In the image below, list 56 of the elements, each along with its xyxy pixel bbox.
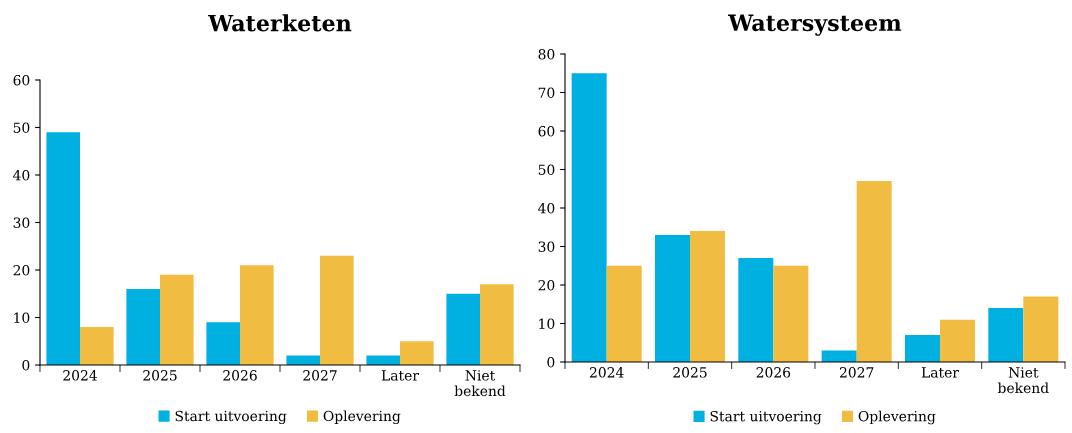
bar bbox=[446, 293, 480, 365]
legend-label: Oplevering bbox=[858, 410, 936, 425]
x-tick-label: Niet bekend bbox=[454, 370, 506, 397]
bar bbox=[206, 322, 240, 365]
bar bbox=[46, 132, 80, 365]
y-tick-label: 10 bbox=[14, 312, 30, 323]
bar bbox=[988, 308, 1024, 362]
y-tick-label: 30 bbox=[13, 217, 30, 228]
y-tick-label: 30 bbox=[538, 241, 555, 252]
bar bbox=[571, 73, 607, 362]
x-tick-label: 2027 bbox=[303, 370, 337, 381]
y-tick-label: 50 bbox=[538, 164, 555, 175]
bar bbox=[606, 265, 642, 362]
x-tick-label: Later bbox=[381, 370, 419, 381]
x-tick-label: Later bbox=[921, 367, 959, 378]
legend-label: Start uitvoering bbox=[175, 410, 287, 425]
y-tick-label: 20 bbox=[13, 264, 30, 276]
y-tick-label: 70 bbox=[538, 87, 555, 98]
bar bbox=[655, 234, 690, 362]
bar bbox=[821, 350, 857, 362]
bar bbox=[738, 258, 774, 362]
bar bbox=[773, 265, 809, 362]
chart-title: Watersysteem bbox=[728, 14, 902, 36]
bar bbox=[126, 289, 160, 365]
bar bbox=[690, 231, 725, 362]
chart-title: Waterketen bbox=[208, 14, 352, 32]
bar bbox=[400, 341, 434, 365]
x-tick-label: 2024 bbox=[63, 370, 97, 381]
y-tick-label: 10 bbox=[539, 318, 555, 329]
x-tick-label: 2026 bbox=[756, 367, 791, 378]
bar bbox=[80, 327, 114, 365]
legend-label: Start uitvoering bbox=[710, 410, 822, 425]
legend-label: Oplevering bbox=[323, 410, 401, 425]
bar bbox=[480, 284, 514, 365]
y-tick-label: 0 bbox=[547, 356, 555, 368]
x-tick-label: 2024 bbox=[589, 367, 624, 378]
y-tick-label: 60 bbox=[13, 74, 30, 86]
bar bbox=[320, 255, 354, 365]
bar bbox=[905, 335, 940, 362]
bar bbox=[160, 274, 194, 365]
x-tick-label: 2025 bbox=[673, 367, 707, 378]
x-tick-label: Niet bekend bbox=[997, 367, 1049, 394]
y-tick-label: 60 bbox=[538, 125, 555, 137]
y-tick-label: 80 bbox=[538, 48, 555, 60]
bar bbox=[240, 265, 274, 365]
bar bbox=[940, 319, 975, 362]
y-tick-label: 50 bbox=[13, 122, 30, 133]
bar bbox=[856, 181, 892, 362]
x-tick-label: 2026 bbox=[223, 370, 257, 381]
y-tick-label: 40 bbox=[13, 169, 30, 181]
x-tick-label: 2027 bbox=[839, 367, 874, 378]
y-tick-label: 40 bbox=[538, 202, 555, 214]
y-tick-label: 0 bbox=[22, 359, 30, 371]
x-tick-label: 2025 bbox=[143, 370, 177, 381]
y-tick-label: 20 bbox=[538, 279, 555, 291]
bar bbox=[1023, 296, 1059, 362]
